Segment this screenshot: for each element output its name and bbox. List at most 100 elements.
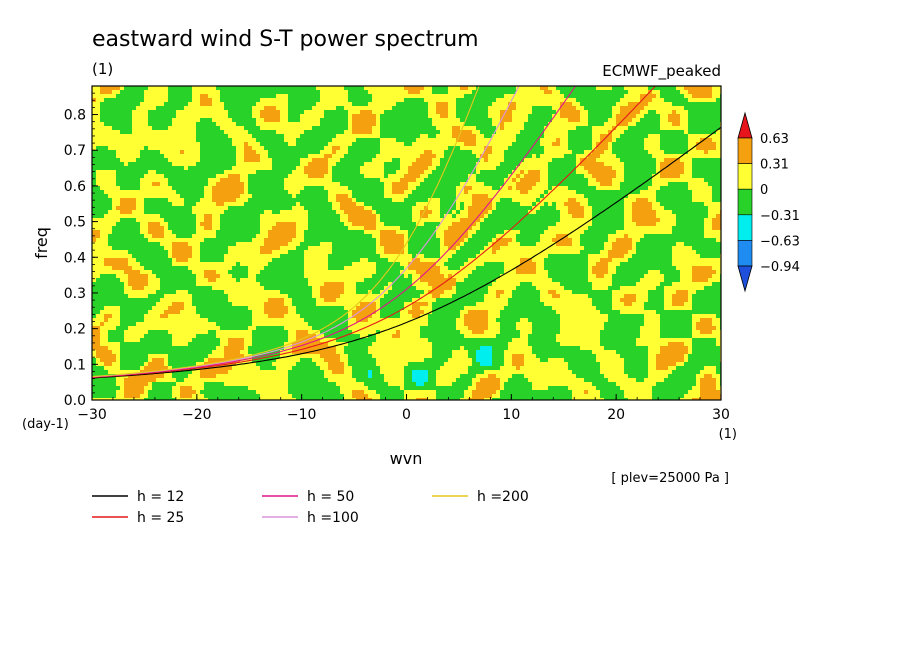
- field-cell: [172, 242, 188, 246]
- field-cell: [148, 310, 164, 314]
- field-cell: [100, 326, 116, 330]
- field-cell: [560, 330, 600, 334]
- field-cell: [472, 382, 476, 386]
- field-cell: [276, 222, 296, 226]
- field-cell: [648, 134, 660, 138]
- field-cell: [172, 162, 196, 166]
- field-cell: [312, 294, 320, 298]
- field-cell: [164, 154, 200, 158]
- field-cell: [248, 270, 260, 274]
- field-cell: [284, 138, 296, 142]
- field-cell: [288, 334, 296, 338]
- field-cell: [656, 358, 684, 362]
- field-cell: [404, 174, 420, 178]
- field-cell: [132, 266, 144, 270]
- field-cell: [340, 294, 384, 298]
- field-cell: [540, 178, 548, 182]
- field-cell: [476, 222, 480, 226]
- field-cell: [100, 90, 112, 94]
- field-cell: [624, 94, 640, 98]
- field-cell: [268, 314, 284, 318]
- field-cell: [132, 114, 148, 118]
- field-cell: [412, 210, 420, 214]
- field-cell: [148, 226, 164, 230]
- field-cell: [92, 122, 104, 126]
- field-cell: [348, 322, 428, 326]
- field-cell: [144, 386, 152, 390]
- field-cell: [476, 350, 492, 354]
- field-cell: [216, 270, 228, 274]
- field-cell: [684, 354, 688, 358]
- field-cell: [244, 186, 248, 190]
- field-cell: [204, 194, 212, 198]
- colorbar-segment: [737, 137, 753, 164]
- field-cell: [516, 166, 548, 170]
- field-cell: [492, 282, 520, 286]
- field-cell: [220, 338, 228, 342]
- field-cell: [704, 202, 721, 206]
- field-cell: [432, 158, 440, 162]
- field-cell: [712, 138, 721, 142]
- field-cell: [316, 102, 352, 106]
- field-cell: [400, 166, 408, 170]
- field-cell: [208, 182, 216, 186]
- field-cell: [404, 390, 436, 394]
- field-cell: [92, 142, 200, 146]
- field-cell: [128, 294, 148, 298]
- field-cell: [580, 162, 604, 166]
- field-cell: [324, 186, 348, 190]
- field-cell: [140, 178, 168, 182]
- field-cell: [504, 290, 512, 294]
- field-cell: [560, 322, 604, 326]
- field-cell: [468, 398, 484, 400]
- field-cell: [216, 202, 224, 206]
- field-cell: [616, 122, 628, 126]
- field-cell: [716, 382, 720, 386]
- field-cell: [692, 94, 712, 98]
- field-cell: [668, 342, 684, 346]
- field-cell: [480, 346, 492, 350]
- field-cell: [200, 198, 212, 202]
- field-cell: [636, 294, 648, 298]
- field-cell: [696, 142, 716, 146]
- field-cell: [580, 118, 588, 122]
- field-cell: [672, 122, 680, 126]
- field-cell: [224, 130, 248, 134]
- field-cell: [480, 250, 492, 254]
- field-cell: [100, 230, 112, 234]
- field-cell: [476, 134, 484, 138]
- field-cell: [716, 338, 721, 342]
- field-cell: [256, 102, 288, 106]
- field-cell: [616, 126, 628, 130]
- field-cell: [580, 202, 588, 206]
- field-cell: [344, 370, 352, 374]
- field-cell: [148, 382, 152, 386]
- field-cell: [528, 378, 584, 382]
- field-cell: [432, 150, 444, 154]
- field-cell: [260, 114, 280, 118]
- field-cell: [712, 86, 721, 90]
- field-cell: [416, 138, 456, 142]
- field-cell: [436, 262, 444, 266]
- field-cell: [500, 118, 512, 122]
- field-cell: [348, 226, 364, 230]
- field-cell: [492, 238, 496, 242]
- field-cell: [260, 394, 292, 398]
- field-cell: [436, 378, 456, 382]
- field-cell: [380, 238, 404, 242]
- field-cell: [272, 250, 288, 254]
- field-cell: [316, 334, 324, 338]
- field-cell: [140, 102, 164, 106]
- field-cell: [428, 398, 436, 400]
- field-cell: [472, 226, 480, 230]
- field-cell: [212, 194, 240, 198]
- field-cell: [504, 270, 516, 274]
- field-cell: [356, 202, 364, 206]
- field-cell: [508, 342, 528, 346]
- chart-subtitle-left: (1): [92, 60, 113, 78]
- field-cell: [504, 362, 512, 366]
- field-cell: [172, 390, 180, 394]
- field-cell: [328, 194, 336, 198]
- field-cell: [516, 178, 520, 182]
- field-cell: [648, 354, 656, 358]
